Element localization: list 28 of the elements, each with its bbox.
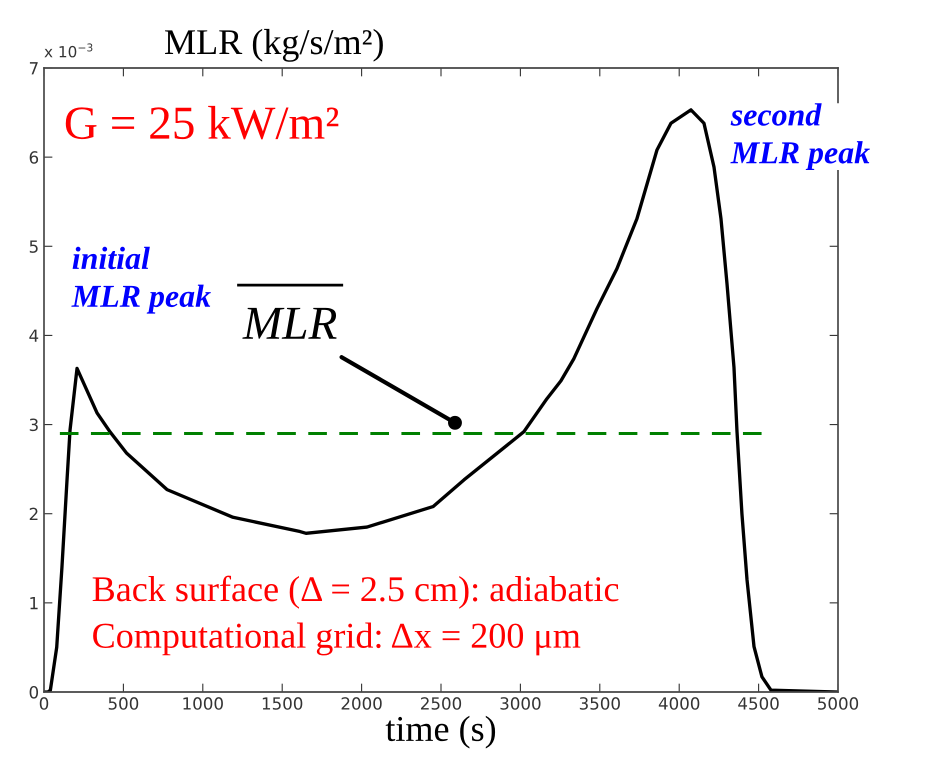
x-tick-label: 1500 (262, 697, 302, 710)
y-tick-label: 6 (30, 151, 38, 164)
y-axis-title: MLR (kg/s/m²) (165, 28, 383, 62)
x-tick-label: 1000 (183, 697, 223, 710)
text: x 10$^{−3}$ (44, 43, 92, 58)
y-tick-label: 1 (30, 597, 38, 610)
y-tick-label: 5 (30, 240, 38, 253)
y-tick-label: 4 (29, 330, 38, 342)
annotation: initial MLR peak (71, 246, 211, 314)
x-tick-label: 2500 (421, 697, 462, 710)
x-tick-label: 3500 (580, 697, 620, 710)
x-tick-label: 0 (40, 697, 48, 710)
x-tick-label: 4500 (738, 697, 779, 710)
x-tick-label: 2000 (342, 697, 382, 710)
x-tick-label: 5000 (818, 697, 858, 710)
annotation: G = 25 kW/m² (66, 106, 338, 140)
x-tick-label: 4000 (658, 697, 700, 710)
x-tick-label: 500 (108, 697, 138, 710)
x-tick-label: 3000 (500, 697, 540, 710)
x-axis-title: time (s) (386, 716, 496, 749)
annotation: Back surface (Δ = 2.5 cm): adiabatic (92, 576, 618, 609)
y-tick-label: 7 (30, 62, 38, 74)
annotation: MLR (242, 308, 337, 339)
annotation: Computational grid: Δx = 200 μm (93, 622, 580, 656)
annotation: second MLR peak (730, 103, 870, 170)
y-tick-label: 2 (30, 508, 38, 520)
y-tick-label: 0 (30, 686, 38, 699)
y-tick-label: 3 (30, 418, 38, 432)
